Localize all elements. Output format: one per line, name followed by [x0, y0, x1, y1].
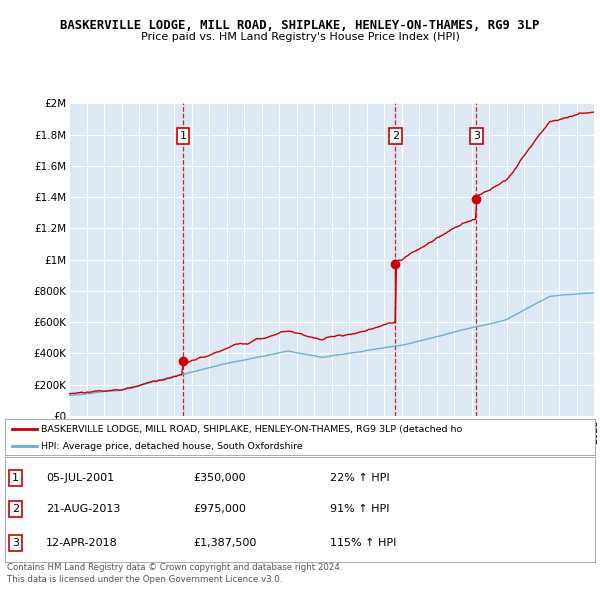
Text: 1: 1 — [179, 131, 187, 141]
Text: 115% ↑ HPI: 115% ↑ HPI — [329, 537, 396, 548]
Text: This data is licensed under the Open Government Licence v3.0.: This data is licensed under the Open Gov… — [7, 575, 283, 584]
Text: HPI: Average price, detached house, South Oxfordshire: HPI: Average price, detached house, Sout… — [41, 442, 303, 451]
Text: 3: 3 — [473, 131, 480, 141]
Text: 12-APR-2018: 12-APR-2018 — [46, 537, 118, 548]
Text: 05-JUL-2001: 05-JUL-2001 — [46, 473, 114, 483]
Text: £1,387,500: £1,387,500 — [194, 537, 257, 548]
Text: 1: 1 — [12, 473, 19, 483]
Text: BASKERVILLE LODGE, MILL ROAD, SHIPLAKE, HENLEY-ON-THAMES, RG9 3LP (detached ho: BASKERVILLE LODGE, MILL ROAD, SHIPLAKE, … — [41, 425, 463, 434]
Text: 22% ↑ HPI: 22% ↑ HPI — [329, 473, 389, 483]
Text: 91% ↑ HPI: 91% ↑ HPI — [329, 504, 389, 514]
Text: 2: 2 — [392, 131, 399, 141]
Text: 3: 3 — [12, 537, 19, 548]
Text: 21-AUG-2013: 21-AUG-2013 — [46, 504, 121, 514]
Text: Contains HM Land Registry data © Crown copyright and database right 2024.: Contains HM Land Registry data © Crown c… — [7, 563, 343, 572]
Text: £350,000: £350,000 — [194, 473, 247, 483]
Text: BASKERVILLE LODGE, MILL ROAD, SHIPLAKE, HENLEY-ON-THAMES, RG9 3LP: BASKERVILLE LODGE, MILL ROAD, SHIPLAKE, … — [61, 19, 539, 32]
Text: 2: 2 — [12, 504, 19, 514]
Text: Price paid vs. HM Land Registry's House Price Index (HPI): Price paid vs. HM Land Registry's House … — [140, 32, 460, 42]
Text: £975,000: £975,000 — [194, 504, 247, 514]
